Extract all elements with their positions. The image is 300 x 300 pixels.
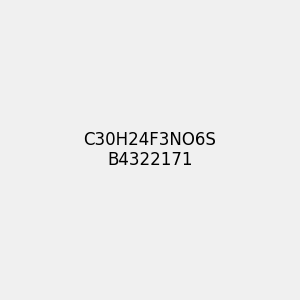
Text: C30H24F3NO6S
B4322171: C30H24F3NO6S B4322171 — [84, 130, 216, 170]
